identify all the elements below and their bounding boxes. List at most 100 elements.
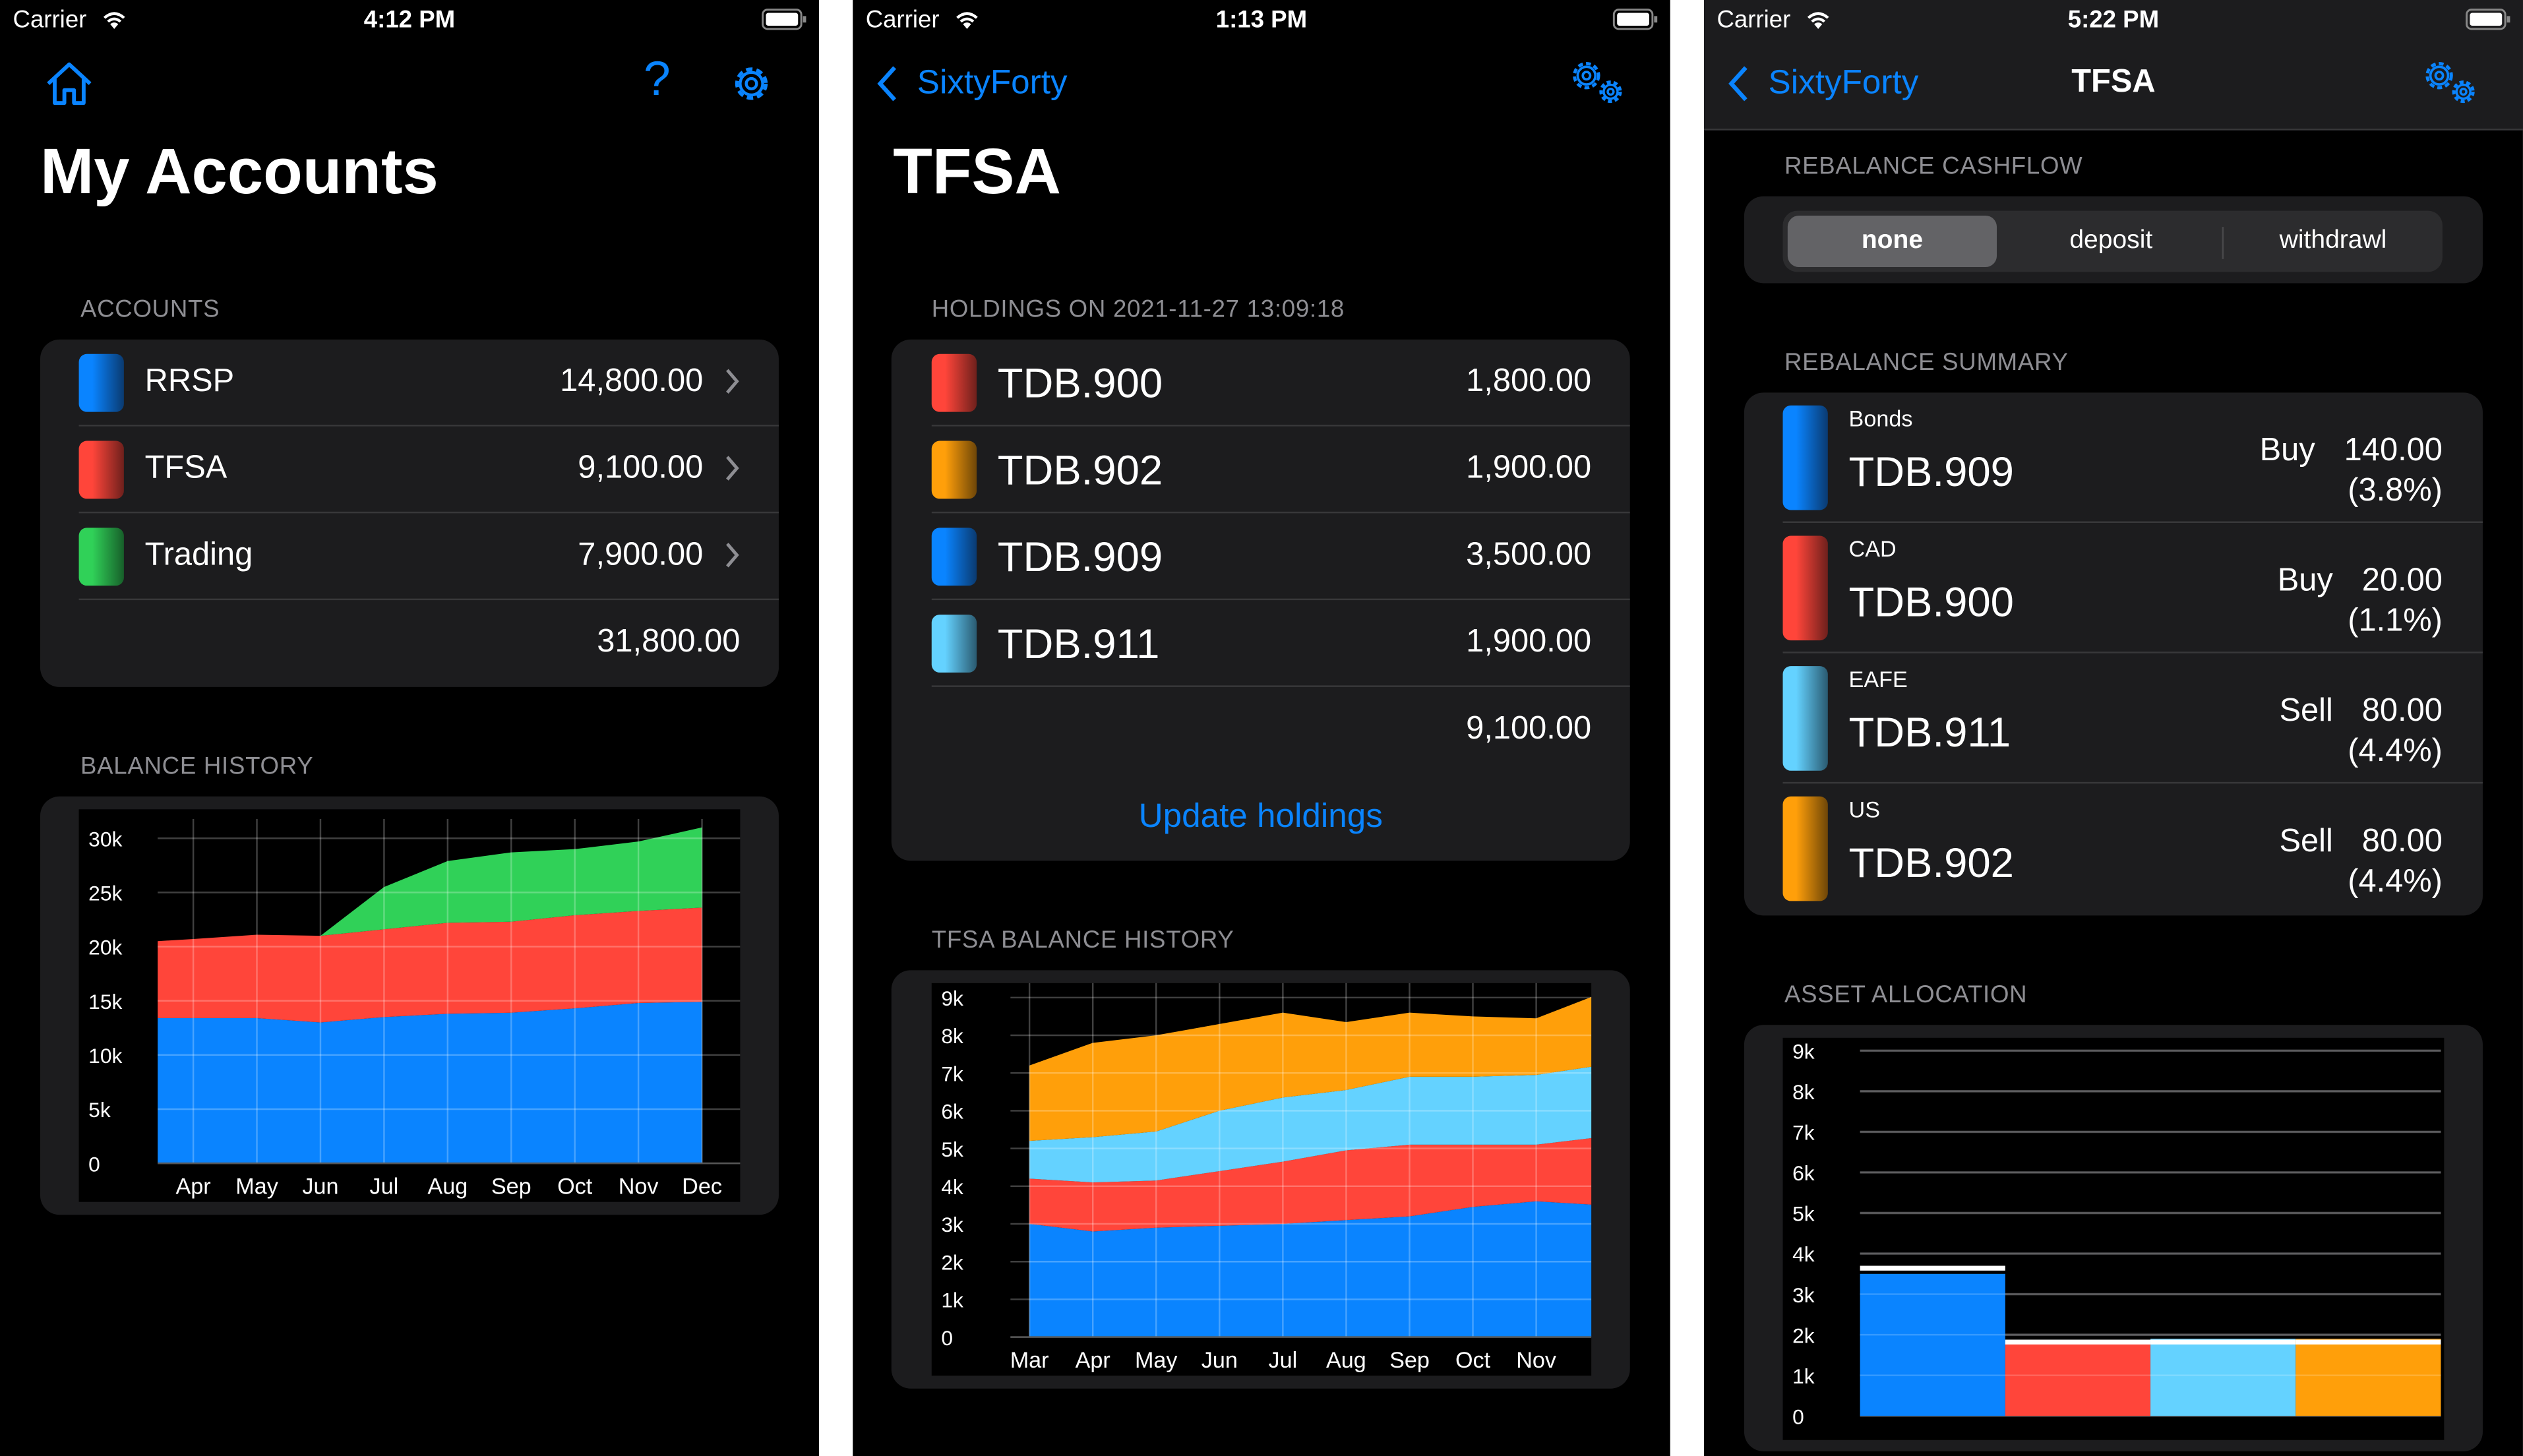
account-value: 14,800.00 [560,363,704,400]
y-tick-label: 7k [1792,1121,1815,1145]
holding-color-swatch [931,353,977,412]
balance-history-chart: 0 5k 10k 15k 20k 25k 30k Apr May Jun Jul Aug Sep Oct N… [78,809,741,1202]
area-series-2 [158,827,702,942]
area-series-2 [1029,1066,1592,1183]
y-tick-label: 3k [1792,1283,1815,1307]
area-series-1 [1029,1138,1592,1232]
section-header-rebalance-cashflow: REBALANCE CASHFLOW [1784,152,2083,181]
asset-ticker: TDB.911 [1848,708,2011,756]
holding-value: 1,900.00 [1466,450,1592,486]
trade-percent: (1.1%) [2348,603,2443,639]
target-marker [2005,1339,2151,1345]
segment-withdrawl[interactable]: withdrawl [2279,227,2387,255]
allocation-bar [1860,1273,2005,1416]
segment-none[interactable]: none [1861,227,1924,255]
y-tick-label: 6k [1792,1161,1815,1185]
segment-deposit[interactable]: deposit [2069,227,2153,255]
gears-icon[interactable] [1567,58,1629,109]
chevron-right-icon [726,543,739,568]
y-tick-label: 20k [88,936,122,959]
y-tick-label: 6k [941,1100,963,1124]
asset-ticker: TDB.909 [1848,447,2014,496]
account-row-rrsp[interactable]: RRSP 14,800.00 [40,340,779,427]
divider [931,685,1630,687]
chevron-right-icon [726,369,739,394]
x-tick-label: Jul [370,1174,399,1199]
asset-category: EAFE [1848,666,1908,692]
accounts-card: RRSP 14,800.00 TFSA 9,100.00 Trading 7,9… [40,339,779,687]
account-row-trading[interactable]: Trading 7,900.00 [40,513,779,601]
update-holdings-button[interactable]: Update holdings [1138,798,1383,835]
holdings-total: 9,100.00 [1466,711,1592,747]
area-series-1 [158,907,702,1023]
y-tick-label: 8k [941,1024,963,1048]
divider [1782,652,2483,653]
y-tick-label: 5k [88,1098,111,1122]
accounts-total: 31,800.00 [597,624,741,660]
navigation-bar [1703,0,2523,131]
x-tick-label: May [235,1174,278,1199]
page-title: TFSA [893,136,1062,208]
x-tick-label: Nov [619,1174,659,1199]
holding-color-swatch [931,440,977,499]
divider [931,511,1630,514]
asset-color-swatch [1782,405,1828,510]
status-time: 1:13 PM [1215,6,1308,34]
help-button[interactable]: ? [644,53,671,107]
y-tick-label: 7k [941,1062,963,1085]
trade-percent: (4.4%) [2348,864,2443,899]
battery-icon [1612,9,1658,30]
holding-ticker: TDB.900 [997,359,1163,408]
cashflow-segmented-control: none deposit withdrawl [1782,210,2443,272]
chevron-left-icon [877,66,896,102]
allocation-bar [2150,1339,2296,1416]
trade-action: Sell [2279,824,2333,859]
trade-line: Buy 140.00 [2260,433,2443,470]
gears-icon[interactable] [2420,58,2481,109]
carrier-label: Carrier [13,6,87,34]
x-tick-label: Jul [1269,1348,1298,1373]
y-tick-label: 3k [941,1213,963,1236]
trade-line: Sell 80.00 [2279,694,2442,731]
x-tick-label: Nov [1516,1348,1556,1373]
asset-allocation-card: 0 1k 2k 3k 4k 5k 6k 7k 8k 9k [1744,1025,2483,1451]
y-tick-label: 4k [1792,1242,1815,1266]
x-tick-label: May [1135,1348,1178,1373]
tfsa-balance-history-chart: 0 1k 2k 3k 4k 5k 6k 7k 8k 9k Mar Apr May Jun Jul Aug Sep… [931,983,1592,1376]
carrier-label: Carrier [1717,6,1791,34]
y-tick-label: 1k [1792,1364,1815,1388]
trade-amount: 140.00 [2344,433,2443,469]
total-row: 9,100.00 [892,687,1630,774]
y-tick-label: 2k [941,1250,963,1274]
holding-row: TDB.911 1,900.00 [892,600,1630,687]
battery-icon [762,9,806,30]
section-header-holdings: HOLDINGS ON 2021-11-27 13:09:18 [931,295,1345,324]
account-name: Trading [144,537,253,573]
holding-row: TDB.902 1,900.00 [892,427,1630,514]
summary-row: Bonds TDB.909 Buy 140.00 (3.8%) [1744,392,2483,523]
asset-color-swatch [1782,796,1828,901]
holding-color-swatch [931,615,977,673]
y-tick-label: 0 [1792,1405,1804,1428]
divider [931,425,1630,427]
y-tick-label: 15k [88,990,122,1014]
gear-icon[interactable] [727,59,775,107]
trade-line: Sell 80.00 [2279,824,2442,861]
x-tick-label: Oct [557,1174,593,1199]
account-row-tfsa[interactable]: TFSA 9,100.00 [40,427,779,514]
y-tick-label: 1k [941,1289,963,1312]
asset-category: CAD [1848,535,1897,562]
home-icon[interactable] [44,59,95,107]
status-time: 5:22 PM [2067,6,2160,34]
chevron-left-icon [1728,66,1748,102]
account-name: RRSP [144,363,235,400]
section-header-tfsa-balance-history: TFSA BALANCE HISTORY [931,926,1234,954]
trade-action: Buy [2259,433,2315,469]
asset-category: US [1848,796,1881,822]
allocation-bar [2005,1343,2151,1416]
divider [78,425,779,427]
y-tick-label: 9k [1792,1040,1815,1064]
x-tick-label: Sep [491,1174,532,1199]
y-tick-label: 8k [1792,1080,1815,1104]
battery-icon [2466,9,2510,30]
